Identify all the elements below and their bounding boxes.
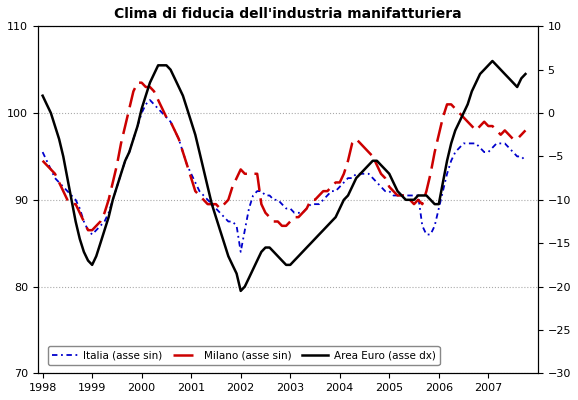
Title: Clima di fiducia dell'industria manifatturiera: Clima di fiducia dell'industria manifatt… bbox=[114, 7, 462, 21]
Legend: Italia (asse sin), Milano (asse sin), Area Euro (asse dx): Italia (asse sin), Milano (asse sin), Ar… bbox=[48, 346, 439, 365]
